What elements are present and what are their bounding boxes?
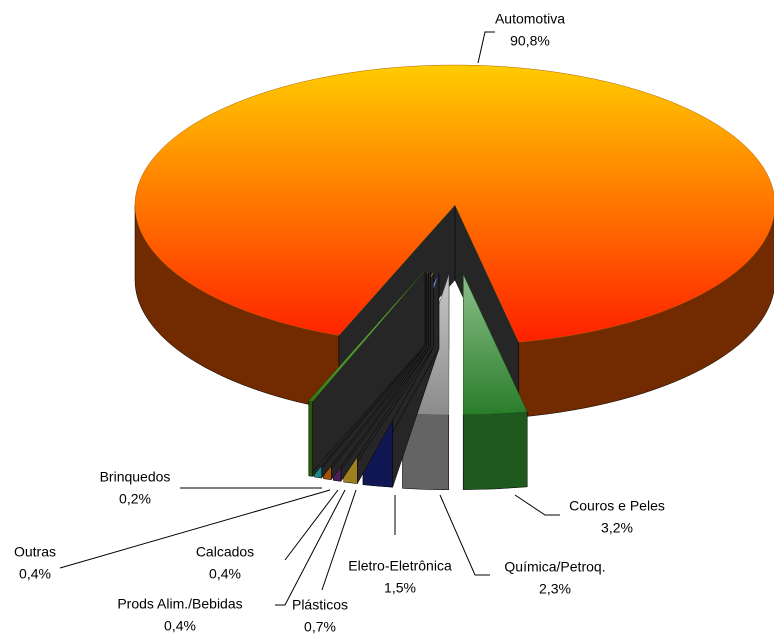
category-label: Couros e Peles — [569, 498, 665, 514]
value-label: 90,8% — [510, 33, 550, 49]
category-label: Eletro-Eletrônica — [348, 558, 452, 574]
category-label: Química/Petroq. — [504, 559, 605, 575]
slice-top — [308, 270, 426, 402]
category-label: Outras — [14, 544, 56, 560]
value-label: 2,3% — [539, 581, 571, 597]
slice-top — [462, 274, 528, 415]
value-label: 1,5% — [384, 580, 416, 596]
slice — [134, 64, 774, 418]
category-label: Automotiva — [495, 11, 565, 27]
value-label: 0,2% — [119, 491, 151, 507]
value-label: 0,4% — [164, 618, 196, 634]
leader-line — [514, 494, 560, 516]
category-label: Plásticos — [292, 597, 348, 613]
leader-line — [275, 489, 346, 606]
leader-line — [477, 31, 495, 64]
slice-top — [134, 64, 774, 343]
leader-line — [439, 494, 490, 576]
leader-line — [59, 489, 331, 569]
category-label: Brinquedos — [100, 469, 171, 485]
slice-side — [308, 400, 313, 477]
slice — [462, 274, 528, 490]
value-label: 3,2% — [601, 520, 633, 536]
category-label: Prods Alim./Bebidas — [117, 596, 242, 612]
slice-side — [462, 411, 528, 490]
slice — [308, 269, 426, 478]
value-label: 0,4% — [209, 566, 241, 582]
value-label: 0,4% — [19, 566, 51, 582]
leader-line — [284, 489, 339, 561]
category-label: Calcados — [196, 544, 254, 560]
value-label: 0,7% — [304, 619, 336, 635]
leader-line — [321, 489, 357, 591]
